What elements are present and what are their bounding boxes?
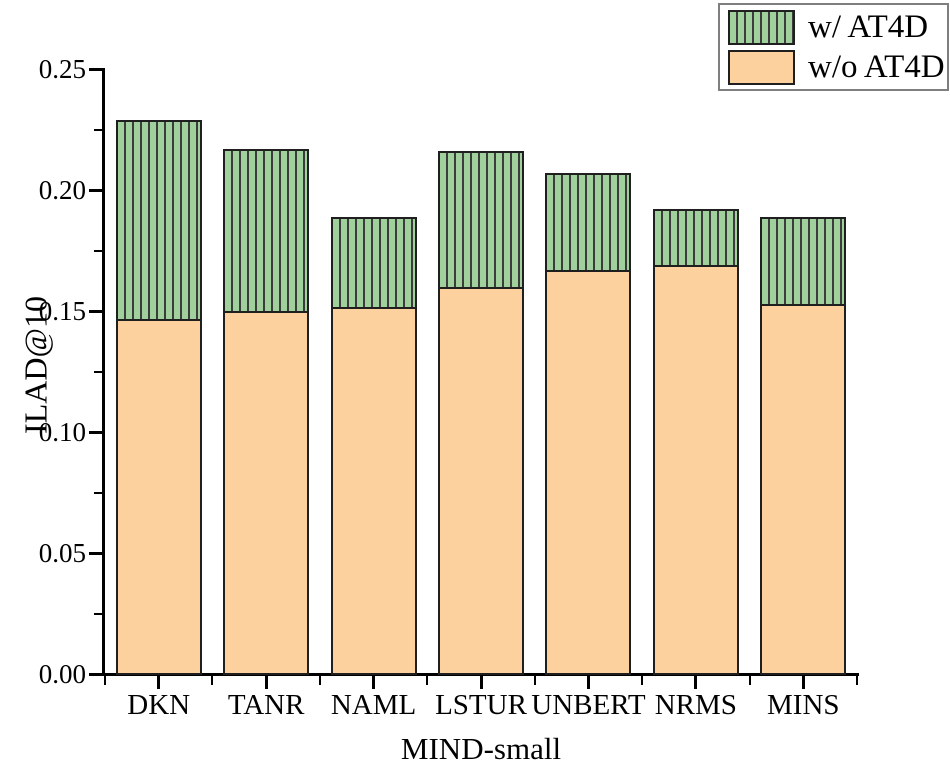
x-tick-label-lstur: LSTUR	[435, 689, 527, 721]
x-tick-major	[157, 676, 161, 689]
bar-naml-without-at4d	[330, 308, 417, 675]
y-tick-major	[89, 67, 102, 71]
y-tick-major	[89, 551, 102, 555]
y-tick-minor	[94, 612, 102, 615]
x-tick-label-unbert: UNBERT	[531, 689, 646, 721]
x-tick-label-dkn: DKN	[127, 689, 191, 721]
x-tick-major	[372, 676, 376, 689]
bar-dkn-without-at4d	[115, 320, 202, 675]
y-tick-major	[89, 430, 102, 434]
x-tick-boundary	[104, 676, 106, 685]
x-tick-major	[801, 676, 805, 689]
y-tick-label: 0.15	[38, 296, 86, 326]
x-tick-boundary	[856, 676, 858, 685]
bar-naml-with-at4d	[330, 216, 417, 309]
y-tick-major	[89, 309, 102, 313]
legend: w/ AT4D w/o AT4D	[718, 3, 949, 91]
x-tick-major	[694, 676, 698, 689]
x-tick-label-naml: NAML	[330, 689, 417, 721]
bar-tanr-without-at4d	[223, 313, 310, 675]
bar-nrms-without-at4d	[652, 267, 739, 675]
legend-row-without-at4d: w/o AT4D	[728, 47, 947, 87]
bar-nrms-with-at4d	[652, 209, 739, 268]
orange-swatch-icon	[728, 49, 795, 85]
legend-row-with-at4d: w/ AT4D	[728, 7, 947, 47]
x-tick-boundary	[533, 676, 536, 685]
legend-label-without-at4d: w/o AT4D	[808, 49, 945, 85]
bar-unbert-without-at4d	[545, 272, 632, 675]
legend-label-with-at4d: w/ AT4D	[808, 9, 929, 45]
x-tick-major	[479, 676, 483, 689]
y-tick-label: 0.10	[38, 417, 86, 447]
bar-lstur-without-at4d	[438, 289, 524, 675]
x-tick-major	[586, 676, 590, 689]
bar-mins-without-at4d	[760, 306, 847, 675]
x-tick-label-tanr: TANR	[227, 689, 305, 721]
x-tick-boundary	[748, 676, 751, 685]
bar-unbert-with-at4d	[545, 173, 632, 273]
y-tick-major	[89, 188, 102, 192]
y-axis-title: ILAD@10	[17, 296, 54, 434]
x-tick-major	[264, 676, 268, 689]
y-tick-minor	[94, 370, 102, 373]
x-axis-title: MIND-small	[400, 731, 562, 766]
green-hatched-swatch-icon	[728, 9, 795, 45]
y-tick-major	[89, 672, 102, 676]
y-tick-label: 0.00	[38, 659, 86, 689]
y-tick-minor	[94, 491, 102, 494]
y-tick-minor	[94, 249, 102, 252]
bar-lstur-with-at4d	[438, 151, 524, 290]
bar-tanr-with-at4d	[223, 148, 310, 314]
y-tick-label: 0.25	[38, 54, 86, 84]
x-tick-boundary	[318, 676, 321, 685]
x-tick-boundary	[641, 676, 644, 685]
x-tick-boundary	[211, 676, 214, 685]
x-tick-boundary	[426, 676, 429, 685]
x-tick-label-mins: MINS	[767, 689, 840, 721]
y-tick-minor	[94, 128, 102, 131]
bar-dkn-with-at4d	[115, 119, 202, 321]
y-axis-line	[102, 68, 105, 676]
y-tick-label: 0.05	[38, 538, 86, 568]
y-tick-label: 0.20	[38, 175, 86, 205]
bar-mins-with-at4d	[760, 216, 847, 307]
x-tick-label-nrms: NRMS	[654, 689, 737, 721]
